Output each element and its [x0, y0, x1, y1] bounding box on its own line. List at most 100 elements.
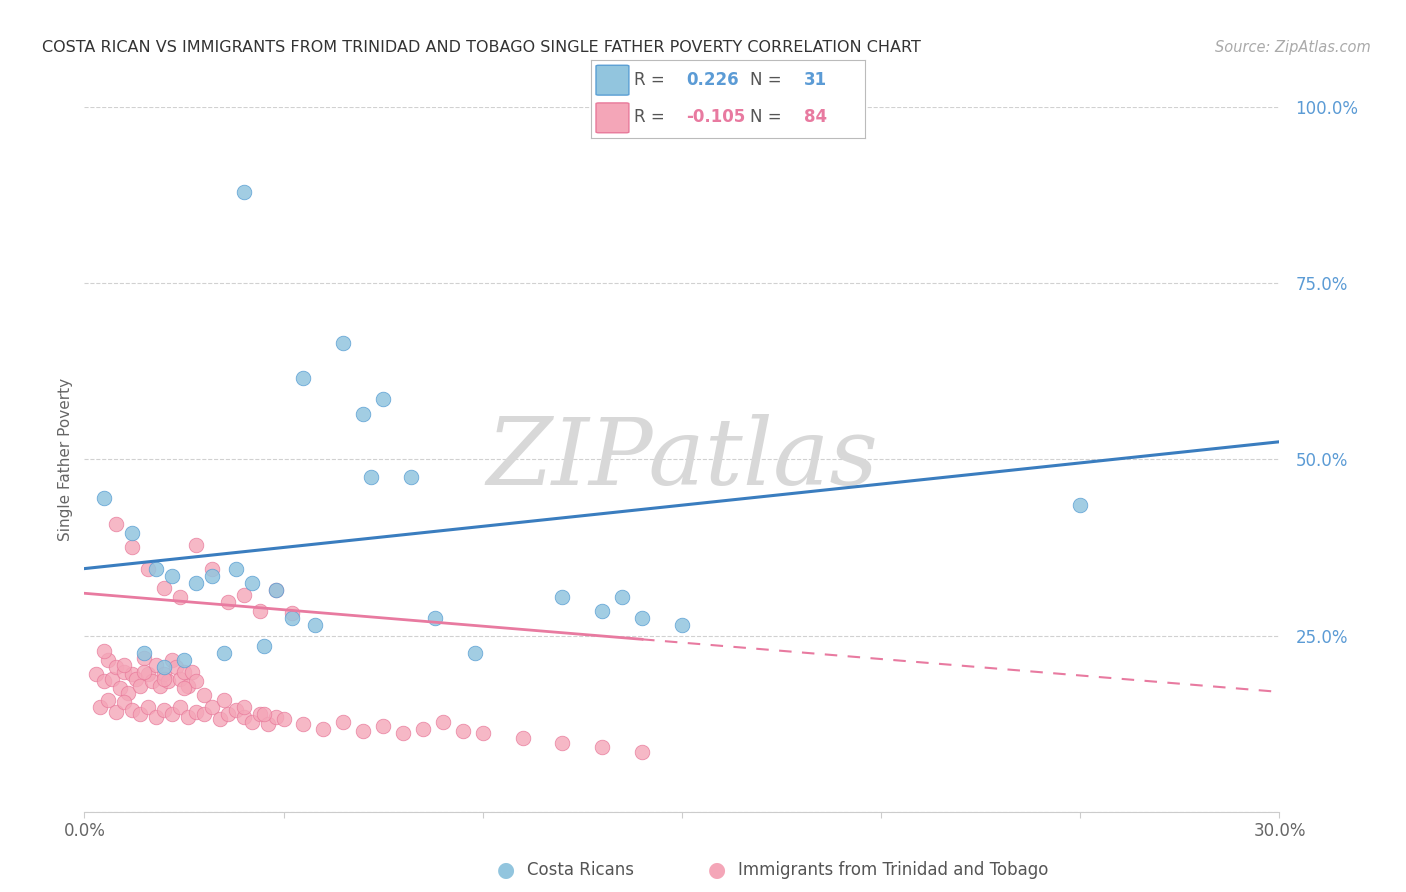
Point	[464, 646, 486, 660]
Point	[332, 714, 354, 729]
Point	[264, 582, 287, 597]
Point	[145, 658, 167, 673]
Point	[93, 644, 115, 658]
Point	[273, 712, 295, 726]
Point	[332, 336, 354, 351]
Point	[101, 672, 124, 686]
Point	[249, 604, 271, 618]
Point	[292, 716, 315, 731]
Point	[181, 665, 204, 680]
FancyBboxPatch shape	[596, 65, 628, 95]
Point	[86, 667, 108, 681]
Point	[217, 707, 239, 722]
Point	[121, 526, 143, 541]
Point	[612, 590, 634, 604]
Point	[551, 590, 574, 604]
Point	[471, 726, 494, 740]
Point	[136, 700, 159, 714]
Point	[136, 561, 159, 575]
Point	[157, 674, 180, 689]
Point	[280, 611, 302, 625]
Text: Source: ZipAtlas.com: Source: ZipAtlas.com	[1215, 40, 1371, 55]
Point	[105, 660, 128, 674]
Point	[173, 681, 195, 696]
Point	[399, 470, 422, 484]
Point	[217, 595, 239, 609]
Text: R =: R =	[634, 70, 671, 89]
Point	[591, 604, 613, 618]
Point	[432, 714, 454, 729]
Point	[121, 702, 143, 716]
Text: -0.105: -0.105	[686, 109, 745, 127]
FancyBboxPatch shape	[596, 103, 628, 133]
Point	[184, 575, 207, 590]
Point	[105, 705, 128, 719]
Point	[129, 679, 152, 693]
Point	[184, 674, 207, 689]
Point	[225, 561, 247, 575]
Point	[193, 689, 215, 703]
Point	[671, 618, 693, 632]
Point	[97, 653, 120, 667]
Text: ●: ●	[498, 860, 515, 880]
Point	[256, 716, 278, 731]
Point	[373, 719, 395, 733]
Point	[1069, 498, 1091, 512]
Point	[169, 672, 191, 686]
Text: N =: N =	[749, 70, 786, 89]
Point	[132, 651, 156, 665]
Point	[136, 667, 159, 681]
Point	[169, 700, 191, 714]
Text: Immigrants from Trinidad and Tobago: Immigrants from Trinidad and Tobago	[738, 861, 1049, 879]
Text: 0.226: 0.226	[686, 70, 740, 89]
Text: Costa Ricans: Costa Ricans	[527, 861, 634, 879]
Point	[253, 707, 276, 722]
Point	[253, 639, 276, 653]
Point	[149, 679, 172, 693]
Point	[112, 696, 135, 710]
Point	[93, 674, 115, 689]
Point	[360, 470, 382, 484]
Point	[280, 606, 302, 620]
Point	[232, 588, 254, 602]
Point	[212, 646, 235, 660]
Point	[153, 702, 176, 716]
Point	[110, 681, 132, 696]
Text: COSTA RICAN VS IMMIGRANTS FROM TRINIDAD AND TOBAGO SINGLE FATHER POVERTY CORRELA: COSTA RICAN VS IMMIGRANTS FROM TRINIDAD …	[42, 40, 921, 55]
Point	[169, 590, 191, 604]
Point	[141, 674, 163, 689]
Point	[145, 561, 167, 575]
Point	[89, 700, 111, 714]
Y-axis label: Single Father Poverty: Single Father Poverty	[58, 378, 73, 541]
Point	[105, 517, 128, 532]
Point	[117, 686, 139, 700]
Point	[264, 709, 287, 723]
Point	[153, 660, 176, 674]
Point	[292, 371, 315, 385]
Point	[112, 665, 135, 680]
Point	[352, 407, 374, 421]
Point	[423, 611, 446, 625]
Point	[121, 667, 143, 681]
Point	[153, 672, 176, 686]
Text: R =: R =	[634, 109, 671, 127]
Point	[201, 568, 224, 582]
Point	[160, 568, 183, 582]
Point	[97, 693, 120, 707]
Point	[232, 700, 254, 714]
Point	[177, 679, 200, 693]
Point	[184, 705, 207, 719]
Point	[160, 653, 183, 667]
Point	[153, 581, 176, 595]
Text: 84: 84	[804, 109, 828, 127]
Point	[232, 185, 254, 199]
Point	[112, 658, 135, 673]
Point	[153, 667, 176, 681]
Point	[240, 575, 263, 590]
Point	[212, 693, 235, 707]
Point	[631, 745, 654, 759]
Point	[132, 646, 156, 660]
Point	[173, 653, 195, 667]
Point	[93, 491, 115, 505]
Point	[392, 726, 415, 740]
